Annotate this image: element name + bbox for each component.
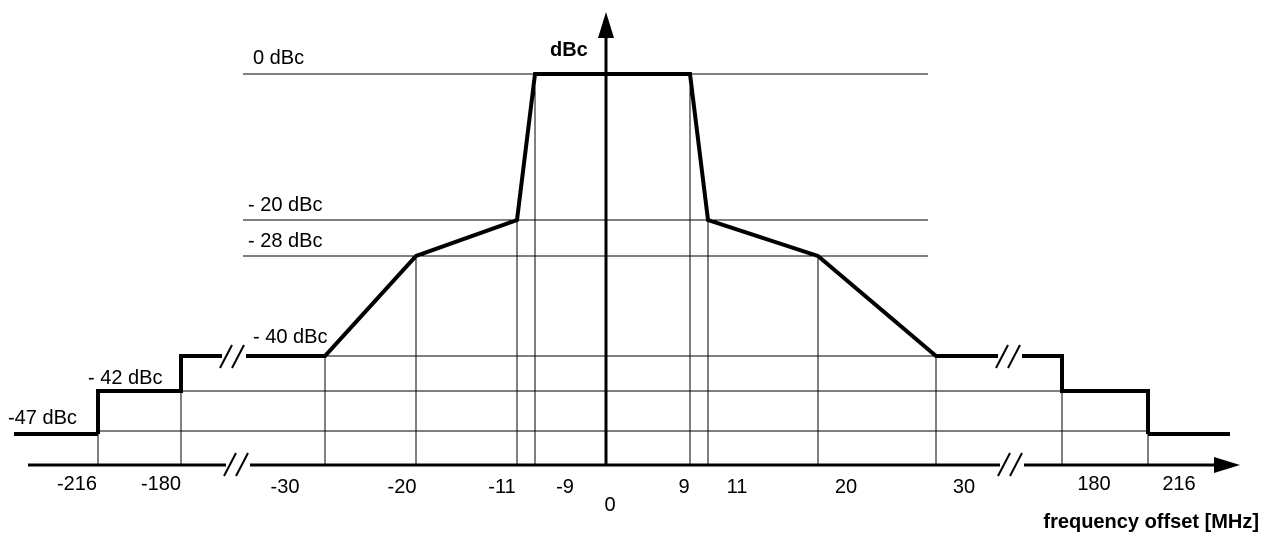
x-tick-label: -30	[271, 476, 300, 498]
x-tick-label: -216	[57, 473, 97, 495]
level-labels: 0 dBc - 20 dBc - 28 dBc - 40 dBc - 42 dB…	[8, 47, 327, 429]
x-tick-label: 11	[727, 476, 748, 498]
x-tick-label: -9	[556, 476, 574, 498]
x-axis-break-right	[997, 452, 1024, 478]
level-label-40dbc: - 40 dBc	[253, 326, 327, 348]
x-tick-label: 9	[678, 476, 689, 498]
x-axis-arrowhead-icon	[1214, 457, 1240, 473]
y-axis-arrowhead-icon	[598, 12, 614, 38]
reference-lines	[98, 73, 1148, 432]
x-tick-label: 180	[1077, 473, 1110, 495]
x-tick-label: -20	[388, 476, 417, 498]
x-axis	[28, 452, 1240, 478]
x-tick-label: -11	[488, 476, 515, 498]
mask-break-right	[995, 343, 1022, 369]
x-tick-labels: -216 -180 -30 -20 -11 -9 0 9 11 20 30 18…	[57, 473, 1196, 516]
level-label-47dbc: -47 dBc	[8, 407, 77, 429]
y-axis-title: dBc	[550, 39, 588, 61]
mask-break-left	[219, 343, 246, 369]
x-tick-label: -180	[141, 473, 181, 495]
level-label-0dbc: 0 dBc	[253, 47, 304, 69]
x-tick-label: 216	[1162, 473, 1195, 495]
x-tick-label: 20	[835, 476, 857, 498]
level-label-28dbc: - 28 dBc	[248, 230, 322, 252]
x-tick-label: 30	[953, 476, 975, 498]
y-axis	[598, 12, 614, 465]
x-tick-label: 0	[604, 494, 615, 516]
drop-lines	[97, 74, 1149, 465]
spectrum-mask-line	[96, 72, 1150, 434]
x-axis-break-left	[223, 452, 250, 478]
x-axis-title: frequency offset [MHz]	[1043, 511, 1259, 533]
level-label-20dbc: - 20 dBc	[248, 194, 322, 216]
level-label-42dbc: - 42 dBc	[88, 367, 162, 389]
